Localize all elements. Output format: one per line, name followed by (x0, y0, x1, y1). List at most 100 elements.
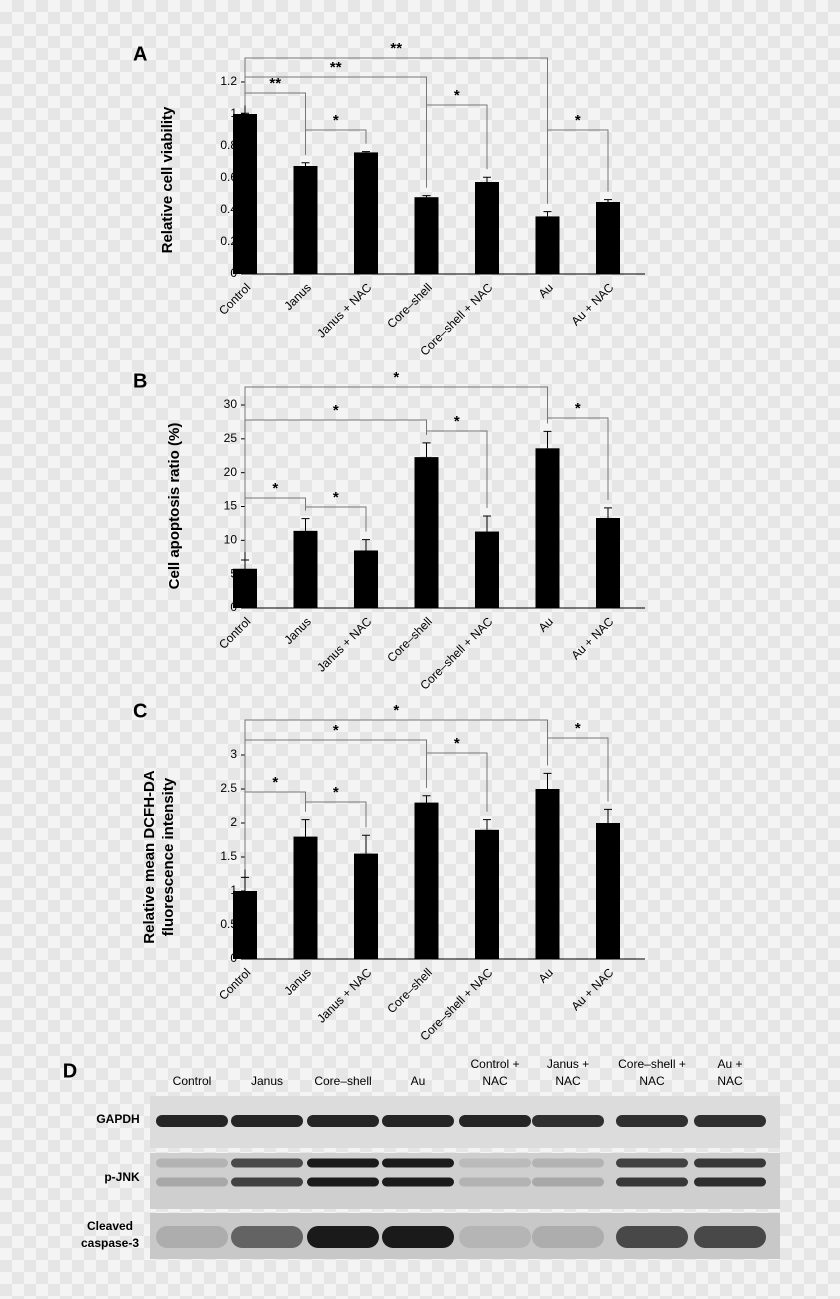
significance-label: * (393, 702, 399, 719)
error-bar (604, 808, 612, 823)
error-bar (543, 772, 552, 789)
blot-band (616, 1158, 688, 1168)
column-label: Control + (470, 1057, 519, 1071)
bar (475, 182, 499, 274)
blot-band (694, 1115, 766, 1127)
blot-band (459, 1177, 531, 1187)
x-tick-label: Janus (281, 280, 314, 313)
column-label: NAC (482, 1074, 508, 1088)
bar (535, 448, 560, 608)
blot-band (616, 1226, 688, 1248)
x-tick-label: Core–shell (384, 965, 434, 1015)
x-tick-label: Au + NAC (568, 614, 616, 662)
column-label: NAC (717, 1074, 743, 1088)
y-tick-label: 1.2 (220, 74, 237, 88)
significance-bracket (426, 752, 488, 812)
significance-bracket (305, 506, 367, 532)
significance-bracket (244, 57, 548, 204)
y-tick-label: 25 (224, 431, 238, 445)
y-tick-label: 3 (230, 747, 237, 761)
significance-label: * (333, 112, 339, 129)
bar (475, 531, 499, 608)
significance-label: * (272, 480, 278, 497)
error-bar (362, 151, 370, 153)
bar (233, 568, 257, 608)
x-tick-label: Janus + NAC (314, 280, 374, 340)
blot-band (532, 1158, 604, 1168)
x-tick-label: Au + NAC (568, 280, 616, 328)
blot-band (616, 1177, 688, 1187)
error-bar (422, 795, 431, 803)
column-label: Au + (717, 1057, 742, 1071)
panel-label: A (133, 43, 147, 65)
bar (354, 152, 378, 274)
bar (233, 891, 257, 959)
y-tick-label: 20 (224, 465, 238, 479)
panel-label: B (133, 370, 147, 392)
significance-label: ** (390, 40, 402, 57)
x-tick-label: Control (216, 965, 253, 1002)
row-label: p-JNK (104, 1170, 140, 1184)
error-bar (543, 430, 552, 449)
column-label: Core–shell + (618, 1057, 686, 1071)
blot-band (307, 1115, 379, 1127)
bar (293, 530, 318, 608)
significance-bracket (547, 129, 609, 204)
bar (354, 550, 378, 608)
bar (475, 829, 499, 959)
significance-bracket (547, 737, 609, 802)
column-label: Au (411, 1074, 426, 1088)
blot-band (156, 1115, 228, 1127)
x-tick-label: Janus + NAC (314, 965, 374, 1025)
error-bar (241, 559, 249, 569)
significance-label: * (333, 784, 339, 801)
x-tick-label: Au (536, 965, 556, 985)
blot-band (459, 1158, 531, 1168)
y-axis-label: Cell apoptosis ratio (%) (166, 423, 183, 590)
x-tick-label: Janus (281, 965, 314, 998)
significance-bracket (244, 497, 306, 552)
column-label: Control (173, 1074, 212, 1088)
error-bar (604, 507, 612, 519)
x-tick-label: Core–shell (384, 614, 434, 664)
bar (596, 823, 620, 959)
error-bar (362, 539, 370, 551)
error-bar (241, 876, 249, 891)
blot-band (694, 1177, 766, 1187)
blot-band (532, 1115, 604, 1127)
error-bar (241, 112, 249, 114)
x-tick-label: Control (216, 614, 253, 651)
error-bar (483, 515, 491, 532)
significance-label: ** (269, 75, 281, 92)
x-tick-label: Janus + NAC (314, 614, 374, 674)
x-tick-label: Janus (281, 614, 314, 647)
x-tick-label: Au + NAC (568, 965, 616, 1013)
y-axis-label: fluorescence intensity (160, 777, 177, 936)
y-axis-label: Relative mean DCFH-DA (141, 770, 158, 944)
blot-band (382, 1115, 454, 1127)
column-label: Janus (251, 1074, 283, 1088)
significance-bracket (244, 76, 427, 188)
column-label: Core–shell (314, 1074, 371, 1088)
y-tick-label: 10 (224, 533, 238, 547)
blot-band (616, 1115, 688, 1127)
bar (596, 518, 620, 608)
error-bar (301, 819, 310, 837)
significance-label: * (333, 489, 339, 506)
significance-bracket (244, 92, 306, 155)
blot-band (694, 1158, 766, 1168)
y-axis-label: Relative cell viability (159, 106, 176, 253)
row-label: Cleaved (87, 1219, 133, 1233)
bar (293, 836, 318, 959)
error-bar (422, 442, 431, 458)
error-bar (301, 518, 310, 531)
error-bar (301, 162, 310, 166)
row-label: caspase-3 (81, 1236, 139, 1250)
significance-label: * (454, 413, 460, 430)
significance-bracket (244, 386, 548, 552)
blot-band (231, 1115, 303, 1127)
y-tick-label: 30 (224, 397, 238, 411)
x-tick-label: Core–shell (384, 280, 434, 330)
